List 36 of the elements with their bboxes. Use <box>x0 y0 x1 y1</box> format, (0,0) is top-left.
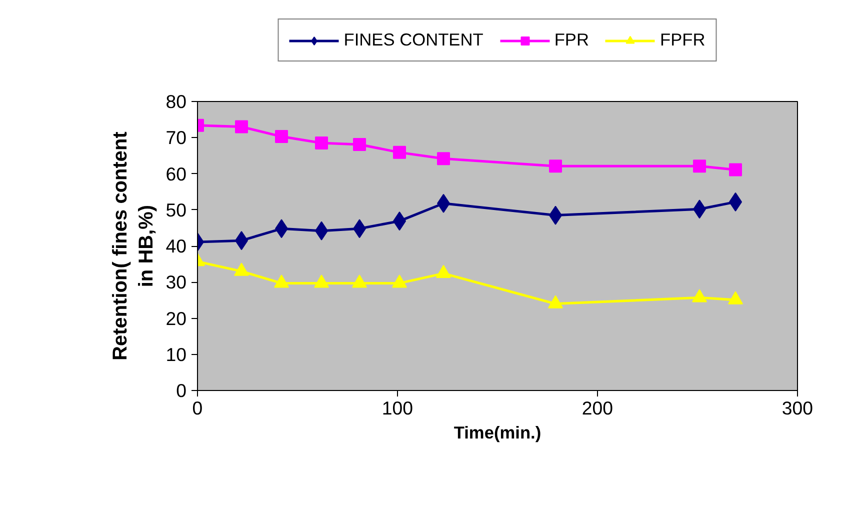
point <box>548 295 563 308</box>
point <box>353 138 366 151</box>
x-tick-label: 100 <box>382 398 414 418</box>
y-tick-label: 40 <box>166 236 187 256</box>
point <box>393 146 406 159</box>
point <box>437 152 450 166</box>
y-tick-label: 10 <box>166 344 187 365</box>
point <box>436 264 451 278</box>
point <box>235 120 248 134</box>
y-tick-label: 0 <box>176 380 187 401</box>
x-tick-label: 0 <box>192 398 203 418</box>
point <box>315 136 328 150</box>
y-tick-label: 80 <box>166 91 187 112</box>
y-axis-title: Retention( fines content in HB,%) <box>109 131 158 360</box>
point <box>692 289 707 302</box>
point <box>728 291 743 304</box>
point <box>275 130 288 144</box>
legend-label: FINES CONTENT <box>344 30 484 50</box>
y-tick-label: 50 <box>166 199 187 220</box>
point <box>729 163 742 176</box>
point <box>274 274 289 288</box>
x-tick-label: 200 <box>582 398 614 418</box>
legend-label: FPFR <box>660 30 706 50</box>
point <box>693 160 706 173</box>
point <box>234 262 249 276</box>
point <box>352 274 367 288</box>
y-tick-label: 30 <box>166 272 187 293</box>
y-tick-label: 70 <box>166 127 187 148</box>
point <box>392 274 407 288</box>
y-tick-label: 60 <box>166 163 187 184</box>
y-tick-label: 20 <box>166 308 187 329</box>
x-tick-label: 300 <box>782 398 814 418</box>
point <box>314 274 329 288</box>
point <box>549 160 562 173</box>
x-axis-title: Time(min.) <box>454 422 542 442</box>
legend-label: FPR <box>554 30 590 50</box>
